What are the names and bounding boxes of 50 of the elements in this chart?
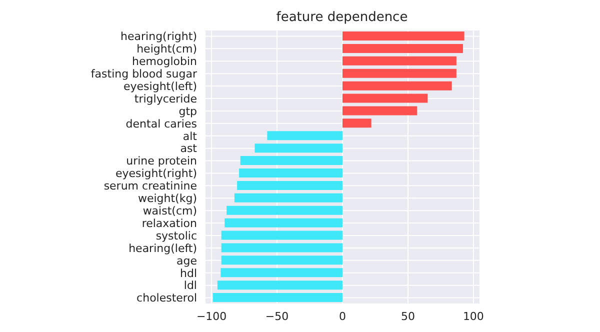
bar bbox=[237, 180, 342, 190]
x-tick-label: −50 bbox=[265, 310, 289, 323]
y-tick-label: hdl bbox=[180, 266, 197, 280]
y-tick-label: hearing(left) bbox=[128, 242, 197, 255]
y-tick-label: serum creatinine bbox=[104, 180, 198, 193]
bar bbox=[221, 243, 342, 252]
bar bbox=[221, 256, 342, 265]
bar bbox=[342, 68, 456, 78]
bar bbox=[220, 268, 342, 278]
y-tick-label: gtp bbox=[178, 104, 198, 118]
x-tick-label: 100 bbox=[462, 310, 484, 323]
y-tick-label: cholesterol bbox=[136, 292, 197, 305]
y-tick-label: ast bbox=[180, 142, 198, 156]
bar bbox=[267, 131, 342, 140]
y-tick-label: age bbox=[176, 254, 198, 268]
bar bbox=[224, 218, 342, 228]
y-tick-label: height(cm) bbox=[136, 42, 197, 56]
bar bbox=[221, 230, 342, 240]
bar bbox=[240, 156, 342, 166]
x-tick-label: −100 bbox=[196, 310, 227, 323]
bar bbox=[239, 168, 342, 178]
bar bbox=[342, 118, 372, 128]
bar bbox=[342, 106, 418, 116]
x-tick-label: 0 bbox=[339, 310, 346, 323]
chart-title: feature dependence bbox=[275, 10, 409, 25]
y-tick-label: weight(kg) bbox=[138, 192, 197, 206]
y-tick-label: urine protein bbox=[126, 154, 198, 168]
bar bbox=[226, 206, 342, 215]
y-tick-label: systolic bbox=[156, 229, 197, 242]
y-tick-label: eyesight(left) bbox=[124, 80, 197, 93]
bar bbox=[254, 144, 342, 153]
bar bbox=[342, 31, 464, 40]
y-tick-label: hemoglobin bbox=[132, 55, 198, 68]
y-tick-label: dental caries bbox=[126, 117, 198, 130]
y-tick-label: relaxation bbox=[142, 216, 198, 230]
y-tick-label: eyesight(right) bbox=[115, 167, 197, 180]
bar bbox=[342, 94, 428, 103]
bar bbox=[212, 293, 342, 302]
bar bbox=[342, 81, 452, 90]
y-tick-label: waist(cm) bbox=[142, 204, 197, 218]
bar bbox=[342, 44, 463, 53]
y-tick-label: hearing(right) bbox=[120, 30, 197, 44]
x-tick-label: 50 bbox=[400, 310, 415, 323]
y-tick-label: ldl bbox=[184, 279, 197, 292]
y-tick-label: alt bbox=[182, 130, 198, 143]
y-tick-label: fasting blood sugar bbox=[90, 67, 198, 80]
y-tick-label: triglyceride bbox=[134, 92, 198, 106]
bar bbox=[217, 280, 342, 290]
bar bbox=[342, 56, 456, 66]
bar bbox=[234, 193, 342, 202]
